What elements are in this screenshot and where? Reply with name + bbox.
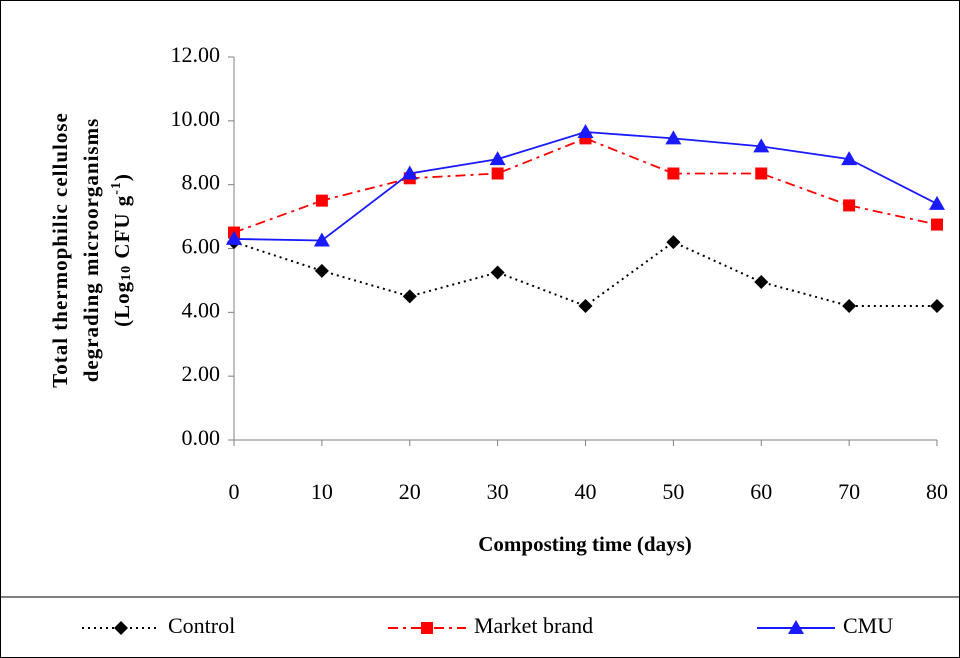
marker — [490, 265, 505, 280]
series-line — [233, 137, 938, 234]
marker — [841, 151, 858, 166]
x-tick-label: 10 — [311, 479, 333, 504]
y-axis-title-part: CFU g — [110, 195, 134, 265]
marker — [226, 230, 242, 245]
marker — [315, 194, 328, 207]
y-axis-title: (Log10 CFU g-1) — [109, 173, 135, 327]
y-axis-title-part: -1 — [109, 181, 124, 195]
x-axis-title: Composting time (days) — [478, 532, 692, 556]
y-tick-label: 12.00 — [171, 42, 221, 67]
marker — [931, 218, 943, 231]
marker — [313, 232, 330, 247]
y-axis-title: degrading microorganisms — [79, 118, 103, 383]
y-tick-label: 0.00 — [182, 425, 221, 450]
marker — [753, 138, 770, 153]
marker — [314, 263, 329, 278]
marker — [930, 298, 944, 313]
marker — [754, 275, 769, 290]
marker — [929, 195, 945, 210]
marker — [666, 235, 681, 250]
x-tick-label: 40 — [575, 479, 597, 504]
legend-label: Market brand — [474, 613, 593, 638]
marker — [402, 289, 417, 304]
y-tick-label: 2.00 — [182, 361, 221, 386]
legend-marker — [114, 621, 128, 635]
marker — [665, 130, 682, 145]
legend-label: Control — [168, 613, 235, 638]
y-tick-label: 8.00 — [182, 170, 221, 195]
marker — [578, 298, 593, 313]
x-tick-label: 80 — [926, 479, 948, 504]
x-tick-label: 60 — [750, 479, 772, 504]
x-tick-label: 20 — [399, 479, 421, 504]
x-tick-label: 0 — [229, 479, 240, 504]
marker — [842, 298, 857, 313]
x-tick-label: 30 — [487, 479, 509, 504]
marker — [667, 167, 680, 180]
legend-label: CMU — [843, 613, 893, 638]
legend-marker — [421, 622, 433, 634]
y-axis-title-part: 10 — [119, 265, 134, 281]
x-tick-label: 50 — [662, 479, 684, 504]
y-axis-title-part: (Log — [110, 281, 134, 327]
legend-marker — [788, 620, 804, 634]
marker — [577, 124, 594, 139]
marker — [489, 151, 506, 166]
y-tick-label: 10.00 — [171, 106, 221, 131]
marker — [843, 199, 856, 212]
y-axis-title: Total thermophilic cellulose — [48, 112, 72, 388]
y-tick-label: 4.00 — [182, 297, 221, 322]
marker — [755, 167, 768, 180]
y-axis-title-part: ) — [110, 173, 134, 181]
y-tick-label: 6.00 — [182, 234, 221, 259]
marker — [491, 167, 504, 180]
marker — [401, 165, 418, 180]
x-tick-label: 70 — [838, 479, 860, 504]
